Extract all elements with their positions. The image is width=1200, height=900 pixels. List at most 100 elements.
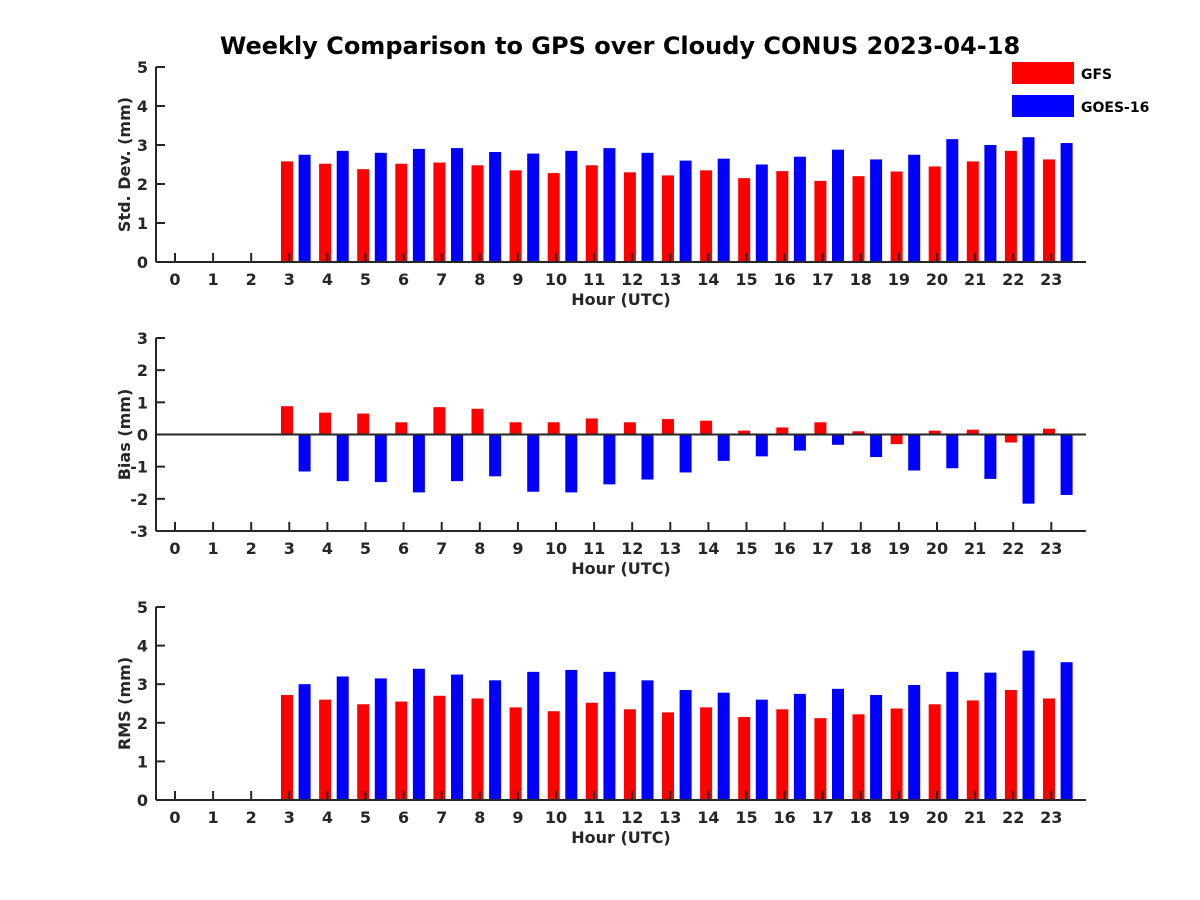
bias-x-tick-label: 22 (1002, 539, 1024, 558)
bias-bar-goes16-hour-5 (374, 434, 387, 483)
rms-bar-gfs-hour-7 (433, 695, 446, 800)
std-dev-panel: 0 1 2 3 4 5 6 7 8 9 10 11 12 13 14 15 16 17 18 19 20 21 22 2301… (115, 58, 1086, 309)
std-dev-bar-goes16-hour-12 (641, 152, 654, 262)
rms-bar-goes16-hour-10 (565, 669, 578, 800)
std-dev-x-tick-label: 4 (322, 270, 333, 289)
std-dev-x-tick-label: 0 (169, 270, 180, 289)
bias-bar-goes16-hour-11 (603, 434, 616, 485)
bias-x-tick-label: 12 (621, 539, 643, 558)
std-dev-bar-goes16-hour-23 (1060, 143, 1073, 262)
std-dev-bar-gfs-hour-23 (1043, 159, 1055, 262)
rms-bar-goes16-hour-3 (298, 684, 311, 800)
std-dev-bar-gfs-hour-20 (928, 166, 941, 262)
std-dev-y-tick-label: 5 (137, 58, 148, 77)
rms-bar-gfs-hour-10 (547, 711, 560, 800)
bias-bar-gfs-hour-22 (1004, 434, 1017, 443)
rms-x-tick-label: 20 (926, 808, 948, 827)
bias-bar-gfs-hour-23 (1043, 428, 1055, 435)
rms-bar-gfs-hour-19 (890, 708, 903, 800)
bias-bar-gfs-hour-19 (890, 434, 903, 445)
std-dev-x-tick-label: 14 (697, 270, 719, 289)
bias-bar-gfs-hour-9 (509, 422, 522, 435)
std-dev-bar-goes16-hour-20 (946, 139, 959, 262)
rms-x-tick-label: 22 (1002, 808, 1024, 827)
rms-x-tick-label: 0 (169, 808, 180, 827)
std-dev-bar-goes16-hour-6 (412, 148, 425, 262)
bias-bar-gfs-hour-14 (700, 420, 713, 435)
bias-x-tick-label: 5 (360, 539, 371, 558)
std-dev-x-tick-label: 13 (659, 270, 681, 289)
bias-bar-goes16-hour-6 (412, 434, 425, 493)
std-dev-x-tick-label: 15 (735, 270, 757, 289)
std-dev-bar-goes16-hour-7 (451, 148, 463, 262)
bias-bar-gfs-hour-20 (928, 430, 941, 435)
std-dev-bar-goes16-hour-22 (1022, 137, 1035, 262)
rms-bar-gfs-hour-22 (1004, 689, 1017, 800)
bias-bar-gfs-hour-6 (395, 422, 408, 435)
rms-y-tick-label: 1 (137, 752, 148, 771)
std-dev-x-tick-label: 6 (398, 270, 409, 289)
bias-x-tick-label: 11 (583, 539, 605, 558)
bias-bar-goes16-hour-7 (451, 434, 463, 482)
rms-bar-goes16-hour-13 (679, 689, 692, 800)
std-dev-x-tick-label: 21 (964, 270, 986, 289)
std-dev-bar-goes16-hour-11 (603, 148, 616, 262)
rms-bar-goes16-hour-6 (412, 668, 425, 800)
rms-x-tick-label: 5 (360, 808, 371, 827)
std-dev-x-tick-label: 7 (436, 270, 447, 289)
bias-x-tick-label: 0 (169, 539, 180, 558)
std-dev-bar-goes16-hour-5 (374, 152, 387, 262)
std-dev-y-tick-label: 4 (137, 97, 148, 116)
bias-x-tick-label: 6 (398, 539, 409, 558)
bias-bar-gfs-hour-11 (585, 418, 598, 435)
bias-bar-gfs-hour-18 (852, 431, 865, 435)
rms-x-tick-label: 9 (512, 808, 523, 827)
std-dev-x-tick-label: 11 (583, 270, 605, 289)
std-dev-bar-gfs-hour-13 (662, 175, 674, 262)
std-dev-bar-goes16-hour-8 (489, 152, 502, 262)
std-dev-x-tick-label: 12 (621, 270, 643, 289)
rms-bar-goes16-hour-11 (603, 671, 616, 800)
bias-bar-gfs-hour-10 (547, 422, 560, 435)
std-dev-bar-goes16-hour-14 (717, 158, 730, 262)
rms-x-axis-label: Hour (UTC) (571, 828, 671, 847)
std-dev-y-tick-label: 3 (137, 136, 148, 155)
rms-bar-gfs-hour-15 (738, 717, 751, 800)
bias-bar-goes16-hour-20 (946, 434, 959, 469)
legend-label-goes16: GOES-16 (1081, 100, 1149, 116)
rms-bar-goes16-hour-22 (1022, 650, 1035, 800)
rms-bar-gfs-hour-3 (281, 695, 293, 800)
std-dev-bar-goes16-hour-16 (793, 156, 806, 262)
rms-bar-gfs-hour-20 (928, 704, 941, 800)
std-dev-bar-gfs-hour-21 (966, 161, 979, 262)
rms-bar-goes16-hour-8 (489, 680, 502, 800)
std-dev-bar-goes16-hour-9 (527, 153, 540, 262)
rms-x-tick-label: 14 (697, 808, 719, 827)
rms-x-tick-label: 16 (773, 808, 795, 827)
rms-x-tick-label: 15 (735, 808, 757, 827)
chart-title: Weekly Comparison to GPS over Cloudy CON… (220, 32, 1020, 60)
rms-x-tick-label: 3 (284, 808, 295, 827)
std-dev-x-tick-label: 18 (850, 270, 872, 289)
rms-bar-gfs-hour-9 (509, 707, 522, 800)
bias-bar-goes16-hour-13 (679, 434, 692, 473)
rms-x-tick-label: 12 (621, 808, 643, 827)
std-dev-x-tick-label: 17 (812, 270, 834, 289)
rms-bar-goes16-hour-4 (336, 676, 349, 800)
bias-x-tick-label: 16 (773, 539, 795, 558)
bias-bar-gfs-hour-3 (281, 406, 293, 435)
rms-x-tick-label: 8 (474, 808, 485, 827)
rms-bar-goes16-hour-14 (717, 692, 730, 800)
bias-bar-goes16-hour-10 (565, 434, 578, 493)
bias-bar-gfs-hour-15 (738, 430, 751, 435)
bias-bar-goes16-hour-9 (527, 434, 540, 492)
std-dev-x-tick-label: 19 (888, 270, 910, 289)
std-dev-bar-gfs-hour-17 (814, 180, 827, 262)
bias-bar-gfs-hour-12 (623, 422, 636, 435)
bias-bar-gfs-hour-16 (776, 427, 789, 435)
bias-bar-goes16-hour-16 (793, 434, 806, 451)
bias-x-tick-label: 15 (735, 539, 757, 558)
std-dev-bar-goes16-hour-10 (565, 150, 578, 262)
rms-bar-goes16-hour-16 (793, 693, 806, 800)
